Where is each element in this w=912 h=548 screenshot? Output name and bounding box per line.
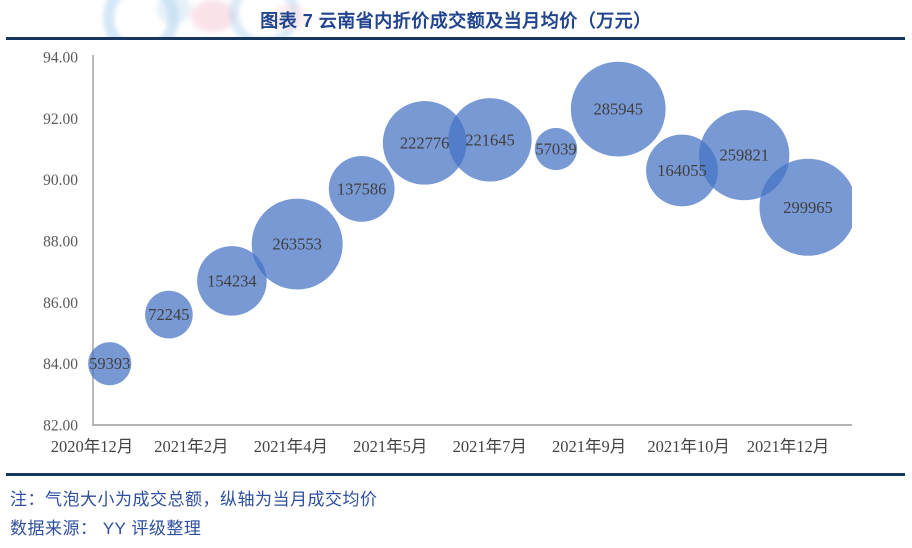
bubble-label: 164055 [657,161,707,180]
y-tick-label: 92.00 [43,111,78,128]
bubble [534,127,578,171]
bubble-label: 259821 [719,146,769,165]
x-tick-label: 2020年12月 [51,437,134,456]
chart-note: 注：气泡大小为成交总额，纵轴为当月成交均价 [10,490,378,509]
bottom-divider-line [6,473,905,476]
x-tick-label: 2021年4月 [254,437,328,456]
bubble-label: 154234 [207,271,257,290]
y-tick-label: 94.00 [43,50,78,67]
x-tick-label: 2021年7月 [453,437,527,456]
x-tick-label: 2021年2月 [154,437,228,456]
bubble-label: 285945 [593,100,643,119]
bubble [759,158,852,256]
bubble-label: 222776 [400,133,450,152]
bubble [570,61,666,157]
bubble [251,198,343,290]
y-tick-label: 82.00 [43,418,78,435]
bubble [699,109,790,201]
bubble-label: 72245 [148,305,189,324]
figure-title: 图表 7 云南省内折价成交额及当月均价（万元） [260,11,652,31]
bubble-label: 57039 [535,140,576,159]
bubble [145,290,193,339]
bubble [382,101,467,185]
x-tick-label: 2021年5月 [353,437,427,456]
data-source-note: 数据来源： YY 评级整理 [10,519,202,538]
bubble-label: 137586 [337,179,387,198]
top-divider-line [6,37,905,40]
y-tick-label: 84.00 [43,356,78,373]
bubble [448,98,532,182]
x-tick-label: 2021年9月 [552,437,626,456]
x-tick-label: 2021年12月 [747,437,830,456]
bubble [88,342,132,386]
y-tick-label: 90.00 [43,172,78,189]
y-tick-label: 88.00 [43,234,78,251]
bubble-series [88,61,852,386]
bubble [197,246,267,316]
bubble [328,156,395,222]
bubble-label: 299965 [783,198,833,217]
bubble-label: 59393 [89,354,130,373]
x-tick-label: 2021年10月 [647,437,730,456]
bubble-label: 263553 [272,235,322,254]
y-tick-label: 86.00 [43,295,78,312]
bubble-label: 221645 [465,130,515,149]
